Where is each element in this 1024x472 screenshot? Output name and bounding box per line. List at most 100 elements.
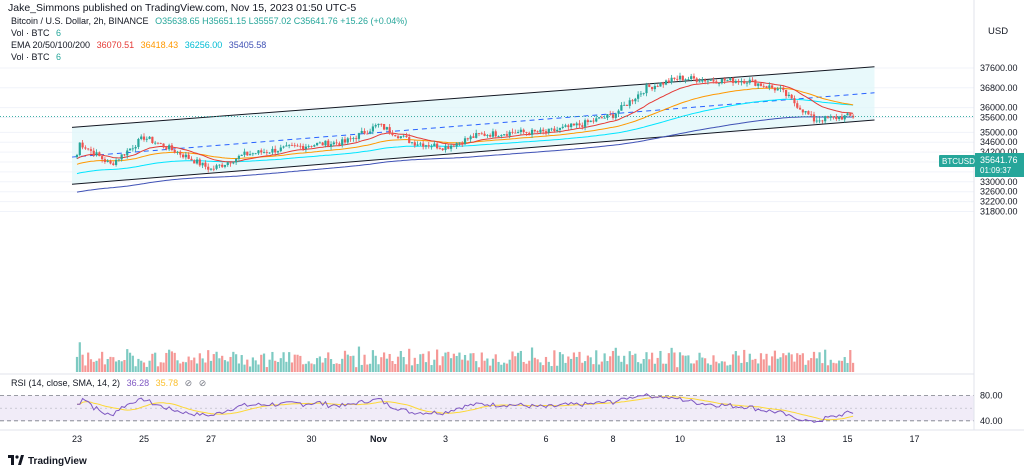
volume-bar bbox=[117, 360, 120, 372]
legend-rsi-label[interactable]: RSI (14, close, SMA, 14, 2) bbox=[11, 378, 121, 388]
candle-body bbox=[419, 143, 422, 145]
volume-bar bbox=[849, 350, 852, 372]
candle-body bbox=[363, 131, 366, 134]
legend-ema50: 36418.43 bbox=[140, 40, 179, 50]
candle-body bbox=[581, 125, 584, 127]
volume-bar bbox=[405, 364, 408, 372]
candle-body bbox=[472, 136, 475, 138]
volume-bar bbox=[366, 364, 369, 372]
candle-body bbox=[589, 120, 592, 123]
eye-off-icon[interactable]: ⊘ bbox=[198, 378, 207, 388]
volume-bar bbox=[235, 354, 238, 372]
candle-body bbox=[547, 128, 550, 133]
candles[interactable] bbox=[75, 72, 855, 173]
candle-body bbox=[302, 145, 305, 149]
volume-bar bbox=[355, 367, 358, 372]
volume-bar bbox=[664, 363, 668, 372]
candle-body bbox=[335, 142, 338, 144]
volume-bar bbox=[274, 360, 277, 372]
candle-body bbox=[123, 154, 126, 156]
candle-body bbox=[260, 150, 263, 153]
volume-bar bbox=[128, 352, 132, 372]
candle-body bbox=[821, 120, 824, 122]
channel-upper-line[interactable] bbox=[71, 66, 875, 128]
candle-body bbox=[81, 142, 84, 148]
candle-body bbox=[556, 129, 559, 132]
volume-bar bbox=[494, 354, 497, 372]
channel-lower-line[interactable] bbox=[71, 119, 875, 185]
candle-body bbox=[709, 80, 712, 81]
candle-body bbox=[402, 135, 405, 137]
volume-bar bbox=[427, 351, 430, 372]
legend-rsi-value: 36.28 bbox=[126, 378, 150, 388]
volume-bar bbox=[597, 364, 601, 372]
publisher-line: Jake_Simmons published on TradingView.co… bbox=[8, 2, 357, 14]
legend-ema-label[interactable]: EMA 20/50/100/200 bbox=[11, 40, 91, 50]
candle-body bbox=[530, 129, 534, 135]
volume-bar bbox=[503, 362, 506, 372]
volume-bar bbox=[486, 358, 489, 372]
volume-bar bbox=[533, 357, 536, 372]
candle-body bbox=[299, 145, 302, 147]
volume-bar bbox=[396, 356, 400, 372]
volume-bar bbox=[318, 356, 321, 372]
price-tick-label: 31800.00 bbox=[980, 206, 1018, 216]
volume-bar bbox=[321, 362, 324, 372]
volume-bar bbox=[609, 356, 612, 372]
volume-bar bbox=[642, 359, 645, 372]
candle-body bbox=[731, 77, 735, 83]
candle-body bbox=[257, 150, 260, 154]
volume-bar bbox=[195, 363, 199, 372]
candle-body bbox=[148, 136, 151, 139]
volume-bar bbox=[623, 355, 626, 372]
volume-bar bbox=[723, 361, 726, 372]
currency-label[interactable]: USD bbox=[988, 26, 1009, 37]
volume-bar bbox=[81, 354, 84, 372]
volume-bar bbox=[363, 354, 366, 372]
volume-bar bbox=[374, 355, 377, 372]
volume-bar bbox=[740, 362, 743, 372]
volume-bar bbox=[176, 360, 179, 372]
volume-bar bbox=[592, 364, 595, 372]
candle-body bbox=[438, 148, 442, 150]
candle-body bbox=[405, 135, 408, 138]
legend-volume2-label[interactable]: Vol · BTC bbox=[11, 52, 50, 62]
candle-body bbox=[95, 152, 98, 156]
price-axis[interactable]: 31800.0032200.0032600.0033000.0033400.00… bbox=[980, 63, 1018, 216]
candle-body bbox=[357, 133, 361, 139]
volume-bar bbox=[170, 351, 174, 372]
volume-bar bbox=[745, 362, 749, 372]
eye-off-icon[interactable]: ⊘ bbox=[184, 378, 193, 388]
candle-body bbox=[458, 142, 461, 144]
volume-bar bbox=[78, 342, 81, 372]
volume-bar bbox=[561, 354, 564, 372]
volume-bar bbox=[832, 362, 835, 372]
rsi-axis[interactable]: 40.00 80.00 bbox=[980, 391, 1003, 426]
candle-body bbox=[98, 152, 101, 157]
time-tick-label: 17 bbox=[909, 434, 919, 444]
volume-bar bbox=[514, 356, 517, 372]
volume-bar bbox=[782, 353, 785, 372]
volume-bar bbox=[165, 352, 168, 372]
candle-body bbox=[198, 159, 201, 166]
volume-bar bbox=[279, 358, 282, 372]
candle-body bbox=[251, 153, 254, 155]
time-axis[interactable]: 23 25 27 30 Nov 3 6 8 10 13 15 17 bbox=[72, 434, 920, 444]
tradingview-footer[interactable]: TradingView bbox=[8, 455, 87, 468]
candle-body bbox=[145, 138, 148, 140]
volume-bar bbox=[829, 359, 832, 372]
candle-body bbox=[201, 162, 204, 166]
candle-body bbox=[687, 79, 690, 80]
channel-middle-line[interactable] bbox=[71, 92, 875, 158]
legend-symbol[interactable]: Bitcoin / U.S. Dollar, 2h, BINANCE bbox=[11, 16, 149, 26]
candle-body bbox=[179, 151, 182, 155]
legend-volume-label[interactable]: Vol · BTC bbox=[11, 28, 50, 38]
legend-ema100: 36256.00 bbox=[184, 40, 223, 50]
volume-bar bbox=[595, 350, 598, 372]
candle-body bbox=[293, 145, 296, 147]
candle-body bbox=[558, 127, 562, 130]
volume-bar bbox=[628, 351, 631, 372]
volume-bar bbox=[634, 353, 637, 372]
candle-body bbox=[318, 142, 321, 144]
